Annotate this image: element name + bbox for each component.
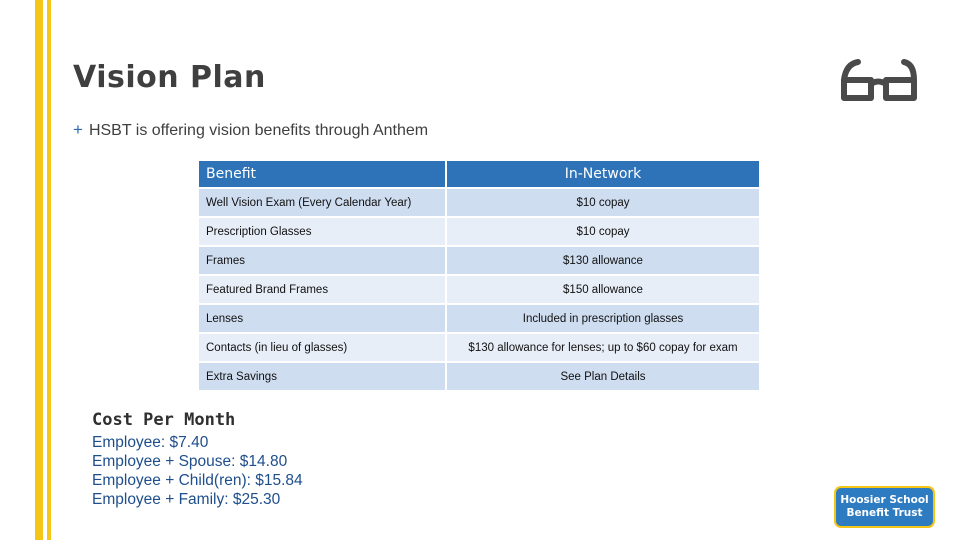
cost-line-employee: Employee: $7.40 xyxy=(92,433,303,452)
table-row: Contacts (in lieu of glasses) $130 allow… xyxy=(199,334,759,361)
table-row: Extra Savings See Plan Details xyxy=(199,363,759,390)
cost-value: $25.30 xyxy=(232,491,281,508)
benefit-cell: Prescription Glasses xyxy=(199,218,445,245)
table-row: Well Vision Exam (Every Calendar Year) $… xyxy=(199,189,759,216)
accent-stripe-thin xyxy=(47,0,51,540)
header-benefit: Benefit xyxy=(199,161,445,187)
logo-line-1: Hoosier School xyxy=(840,494,929,506)
table-row: Lenses Included in prescription glasses xyxy=(199,305,759,332)
cost-per-month: Cost Per Month Employee: $7.40 Employee … xyxy=(92,410,303,509)
cost-value: $15.84 xyxy=(255,472,303,489)
hsbt-logo: Hoosier School Benefit Trust xyxy=(836,488,933,526)
intro-text: HSBT is offering vision benefits through… xyxy=(88,122,429,139)
cost-label: Employee: xyxy=(92,434,166,451)
logo-line-2: Benefit Trust xyxy=(846,507,923,519)
glasses-icon xyxy=(841,59,917,101)
cost-value: $7.40 xyxy=(169,434,209,451)
cost-label: Employee + Child(ren): xyxy=(92,472,251,489)
in-network-cell: $10 copay xyxy=(447,189,759,216)
in-network-cell: $10 copay xyxy=(447,218,759,245)
cost-line-children: Employee + Child(ren): $15.84 xyxy=(92,471,303,490)
table-row: Featured Brand Frames $150 allowance xyxy=(199,276,759,303)
cost-title: Cost Per Month xyxy=(92,410,236,430)
cost-label: Employee + Family: xyxy=(92,491,229,508)
cost-line-spouse: Employee + Spouse: $14.80 xyxy=(92,452,303,471)
table-row: Frames $130 allowance xyxy=(199,247,759,274)
cost-line-family: Employee + Family: $25.30 xyxy=(92,490,303,509)
bullet-marker: + xyxy=(73,120,83,139)
slide-title: Vision Plan xyxy=(73,60,266,95)
benefit-cell: Featured Brand Frames xyxy=(199,276,445,303)
table-header-row: Benefit In-Network xyxy=(199,161,759,187)
benefits-table: Benefit In-Network Well Vision Exam (Eve… xyxy=(197,159,761,392)
benefit-cell: Frames xyxy=(199,247,445,274)
benefit-cell: Contacts (in lieu of glasses) xyxy=(199,334,445,361)
cost-label: Employee + Spouse: xyxy=(92,453,236,470)
intro-bullet: + HSBT is offering vision benefits throug… xyxy=(73,120,428,140)
header-in-network: In-Network xyxy=(447,161,759,187)
cost-value: $14.80 xyxy=(239,453,288,470)
table-row: Prescription Glasses $10 copay xyxy=(199,218,759,245)
accent-stripe xyxy=(35,0,43,540)
in-network-cell: $130 allowance xyxy=(447,247,759,274)
benefit-cell: Well Vision Exam (Every Calendar Year) xyxy=(199,189,445,216)
benefit-cell: Lenses xyxy=(199,305,445,332)
benefit-cell: Extra Savings xyxy=(199,363,445,390)
in-network-cell: Included in prescription glasses xyxy=(447,305,759,332)
in-network-cell: $150 allowance xyxy=(447,276,759,303)
in-network-cell: See Plan Details xyxy=(447,363,759,390)
in-network-cell: $130 allowance for lenses; up to $60 cop… xyxy=(447,334,759,361)
